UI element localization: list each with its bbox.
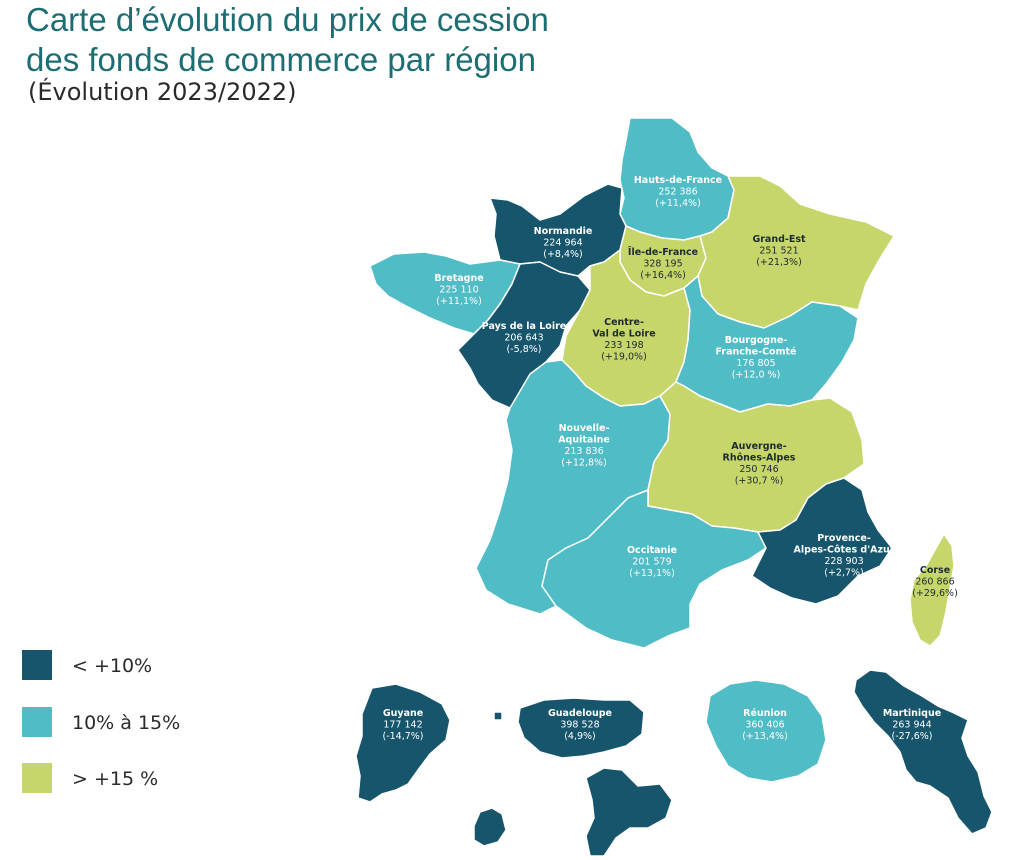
region-price-hauts-de-france: 252 386	[658, 187, 697, 198]
region-price-ile-de-france: 328 195	[643, 259, 682, 270]
region-name-centre-val-de-loire: Centre-	[604, 317, 644, 328]
region-name-nouvelle-aquitaine: Aquitaine	[558, 435, 610, 446]
region-change-normandie: (+8,4%)	[543, 249, 583, 260]
region-price-occitanie: 201 579	[632, 557, 671, 568]
region-reunion[interactable]	[705, 679, 827, 783]
region-name-reunion: Réunion	[743, 708, 787, 719]
title-line-1: Carte d’évolution du prix de cession	[26, 1, 549, 38]
region-name-bourgogne-franche-comte: Franche-Comté	[716, 347, 797, 358]
region-guadeloupe-small-islet	[493, 711, 503, 721]
legend-item-low: < +10%	[22, 650, 262, 682]
region-price-corse: 260 866	[915, 577, 954, 588]
region-change-grand-est: (+21,3%)	[756, 257, 802, 268]
map-title: Carte d’évolution du prix de cession des…	[26, 0, 549, 80]
region-price-grand-est: 251 521	[759, 246, 798, 257]
region-name-guyane: Guyane	[383, 708, 423, 719]
region-guyane[interactable]	[355, 683, 451, 803]
region-name-bourgogne-franche-comte: Bourgogne-	[725, 335, 788, 346]
legend-label-high: > +15 %	[72, 768, 159, 790]
legend-swatch-low	[22, 650, 52, 680]
title-line-2: des fonds de commerce par région	[26, 41, 536, 78]
region-name-occitanie: Occitanie	[627, 545, 677, 556]
region-name-corse: Corse	[920, 565, 950, 576]
region-price-provence-alpes-cote-dazur: 228 903	[824, 556, 863, 567]
region-name-martinique: Martinique	[883, 708, 941, 719]
region-change-martinique: (-27,6%)	[891, 731, 932, 742]
region-corse[interactable]	[909, 533, 955, 647]
region-change-reunion: (+13,4%)	[742, 731, 788, 742]
legend-item-high: > +15 %	[22, 763, 262, 795]
region-name-pays-de-la-loire: Pays de la Loire	[482, 321, 566, 332]
region-name-auvergne-rhone-alpes: Auvergne-	[731, 441, 786, 452]
region-occitanie[interactable]	[541, 489, 767, 649]
region-change-ile-de-france: (+16,4%)	[640, 270, 686, 281]
region-price-auvergne-rhone-alpes: 250 746	[739, 464, 778, 475]
region-price-bourgogne-franche-comte: 176 805	[736, 358, 775, 369]
region-name-guadeloupe: Guadeloupe	[548, 708, 612, 719]
region-price-guadeloupe: 398 528	[560, 720, 599, 731]
legend-swatch-high	[22, 763, 52, 793]
map-subtitle: (Évolution 2023/2022)	[28, 78, 297, 106]
region-price-reunion: 360 406	[745, 720, 784, 731]
region-price-nouvelle-aquitaine: 213 836	[564, 446, 603, 457]
region-change-hauts-de-france: (+11,4%)	[655, 198, 701, 209]
region-provence-alpes-cote-dazur[interactable]	[751, 477, 893, 605]
region-guadeloupe-islet[interactable]	[473, 807, 507, 847]
region-name-centre-val-de-loire: Val de Loire	[592, 329, 655, 340]
region-change-bretagne: (+11,1%)	[436, 296, 482, 307]
region-change-nouvelle-aquitaine: (+12,8%)	[561, 458, 607, 469]
region-change-auvergne-rhone-alpes: (+30,7 %)	[735, 476, 784, 487]
region-price-centre-val-de-loire: 233 198	[604, 340, 643, 351]
region-price-martinique: 263 944	[892, 720, 931, 731]
region-change-occitanie: (+13,1%)	[629, 568, 675, 579]
region-guadeloupe-basse-terre[interactable]	[517, 697, 645, 759]
region-price-pays-de-la-loire: 206 643	[504, 333, 543, 344]
region-name-provence-alpes-cote-dazur: Alpes-Côtes d'Azur	[794, 545, 895, 556]
region-price-bretagne: 225 110	[439, 285, 478, 296]
region-change-provence-alpes-cote-dazur: (+2,7%)	[824, 568, 864, 579]
region-name-normandie: Normandie	[534, 226, 593, 237]
region-change-guyane: (-14,7%)	[382, 731, 423, 742]
region-change-centre-val-de-loire: (+19,0%)	[601, 352, 647, 363]
legend-label-mid: 10% à 15%	[72, 712, 181, 734]
region-guadeloupe-grande-terre[interactable]	[585, 767, 673, 857]
legend-item-mid: 10% à 15%	[22, 707, 262, 739]
legend-label-low: < +10%	[72, 655, 153, 677]
region-change-guadeloupe: (4,9%)	[564, 731, 596, 742]
region-martinique[interactable]	[853, 669, 993, 835]
region-name-auvergne-rhone-alpes: Rhônes-Alpes	[723, 453, 796, 464]
region-name-nouvelle-aquitaine: Nouvelle-	[559, 423, 610, 434]
region-change-corse: (+29,6%)	[912, 588, 958, 599]
region-change-bourgogne-franche-comte: (+12,0 %)	[732, 370, 781, 381]
region-name-bretagne: Bretagne	[434, 273, 483, 284]
region-price-guyane: 177 142	[383, 720, 422, 731]
region-name-provence-alpes-cote-dazur: Provence-	[817, 533, 871, 544]
region-change-pays-de-la-loire: (-5,8%)	[507, 344, 542, 355]
legend-swatch-mid	[22, 707, 52, 737]
region-name-ile-de-france: Île-de-France	[628, 246, 698, 258]
region-name-hauts-de-france: Hauts-de-France	[634, 175, 722, 186]
region-name-grand-est: Grand-Est	[752, 234, 806, 245]
region-price-normandie: 224 964	[543, 238, 582, 249]
